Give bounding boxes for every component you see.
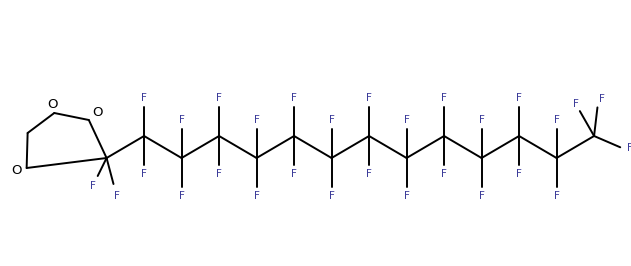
Text: F: F <box>254 191 259 201</box>
Text: O: O <box>11 164 22 177</box>
Text: F: F <box>329 115 334 125</box>
Text: F: F <box>404 115 410 125</box>
Text: F: F <box>441 169 447 179</box>
Text: F: F <box>366 169 372 179</box>
Text: F: F <box>366 93 372 103</box>
Text: F: F <box>441 93 447 103</box>
Text: F: F <box>291 169 297 179</box>
Text: F: F <box>216 93 222 103</box>
Text: F: F <box>573 99 579 109</box>
Text: F: F <box>479 191 485 201</box>
Text: F: F <box>254 115 259 125</box>
Text: O: O <box>47 98 57 110</box>
Text: F: F <box>599 94 604 104</box>
Text: F: F <box>216 169 222 179</box>
Text: O: O <box>93 106 103 119</box>
Text: F: F <box>179 191 184 201</box>
Text: F: F <box>553 191 560 201</box>
Text: F: F <box>141 169 147 179</box>
Text: F: F <box>553 115 560 125</box>
Text: F: F <box>404 191 410 201</box>
Text: F: F <box>179 115 184 125</box>
Text: F: F <box>329 191 334 201</box>
Text: F: F <box>141 93 147 103</box>
Text: F: F <box>114 191 119 201</box>
Text: F: F <box>291 93 297 103</box>
Text: F: F <box>479 115 485 125</box>
Text: F: F <box>516 93 522 103</box>
Text: F: F <box>90 181 96 191</box>
Text: F: F <box>516 169 522 179</box>
Text: F: F <box>627 143 631 153</box>
